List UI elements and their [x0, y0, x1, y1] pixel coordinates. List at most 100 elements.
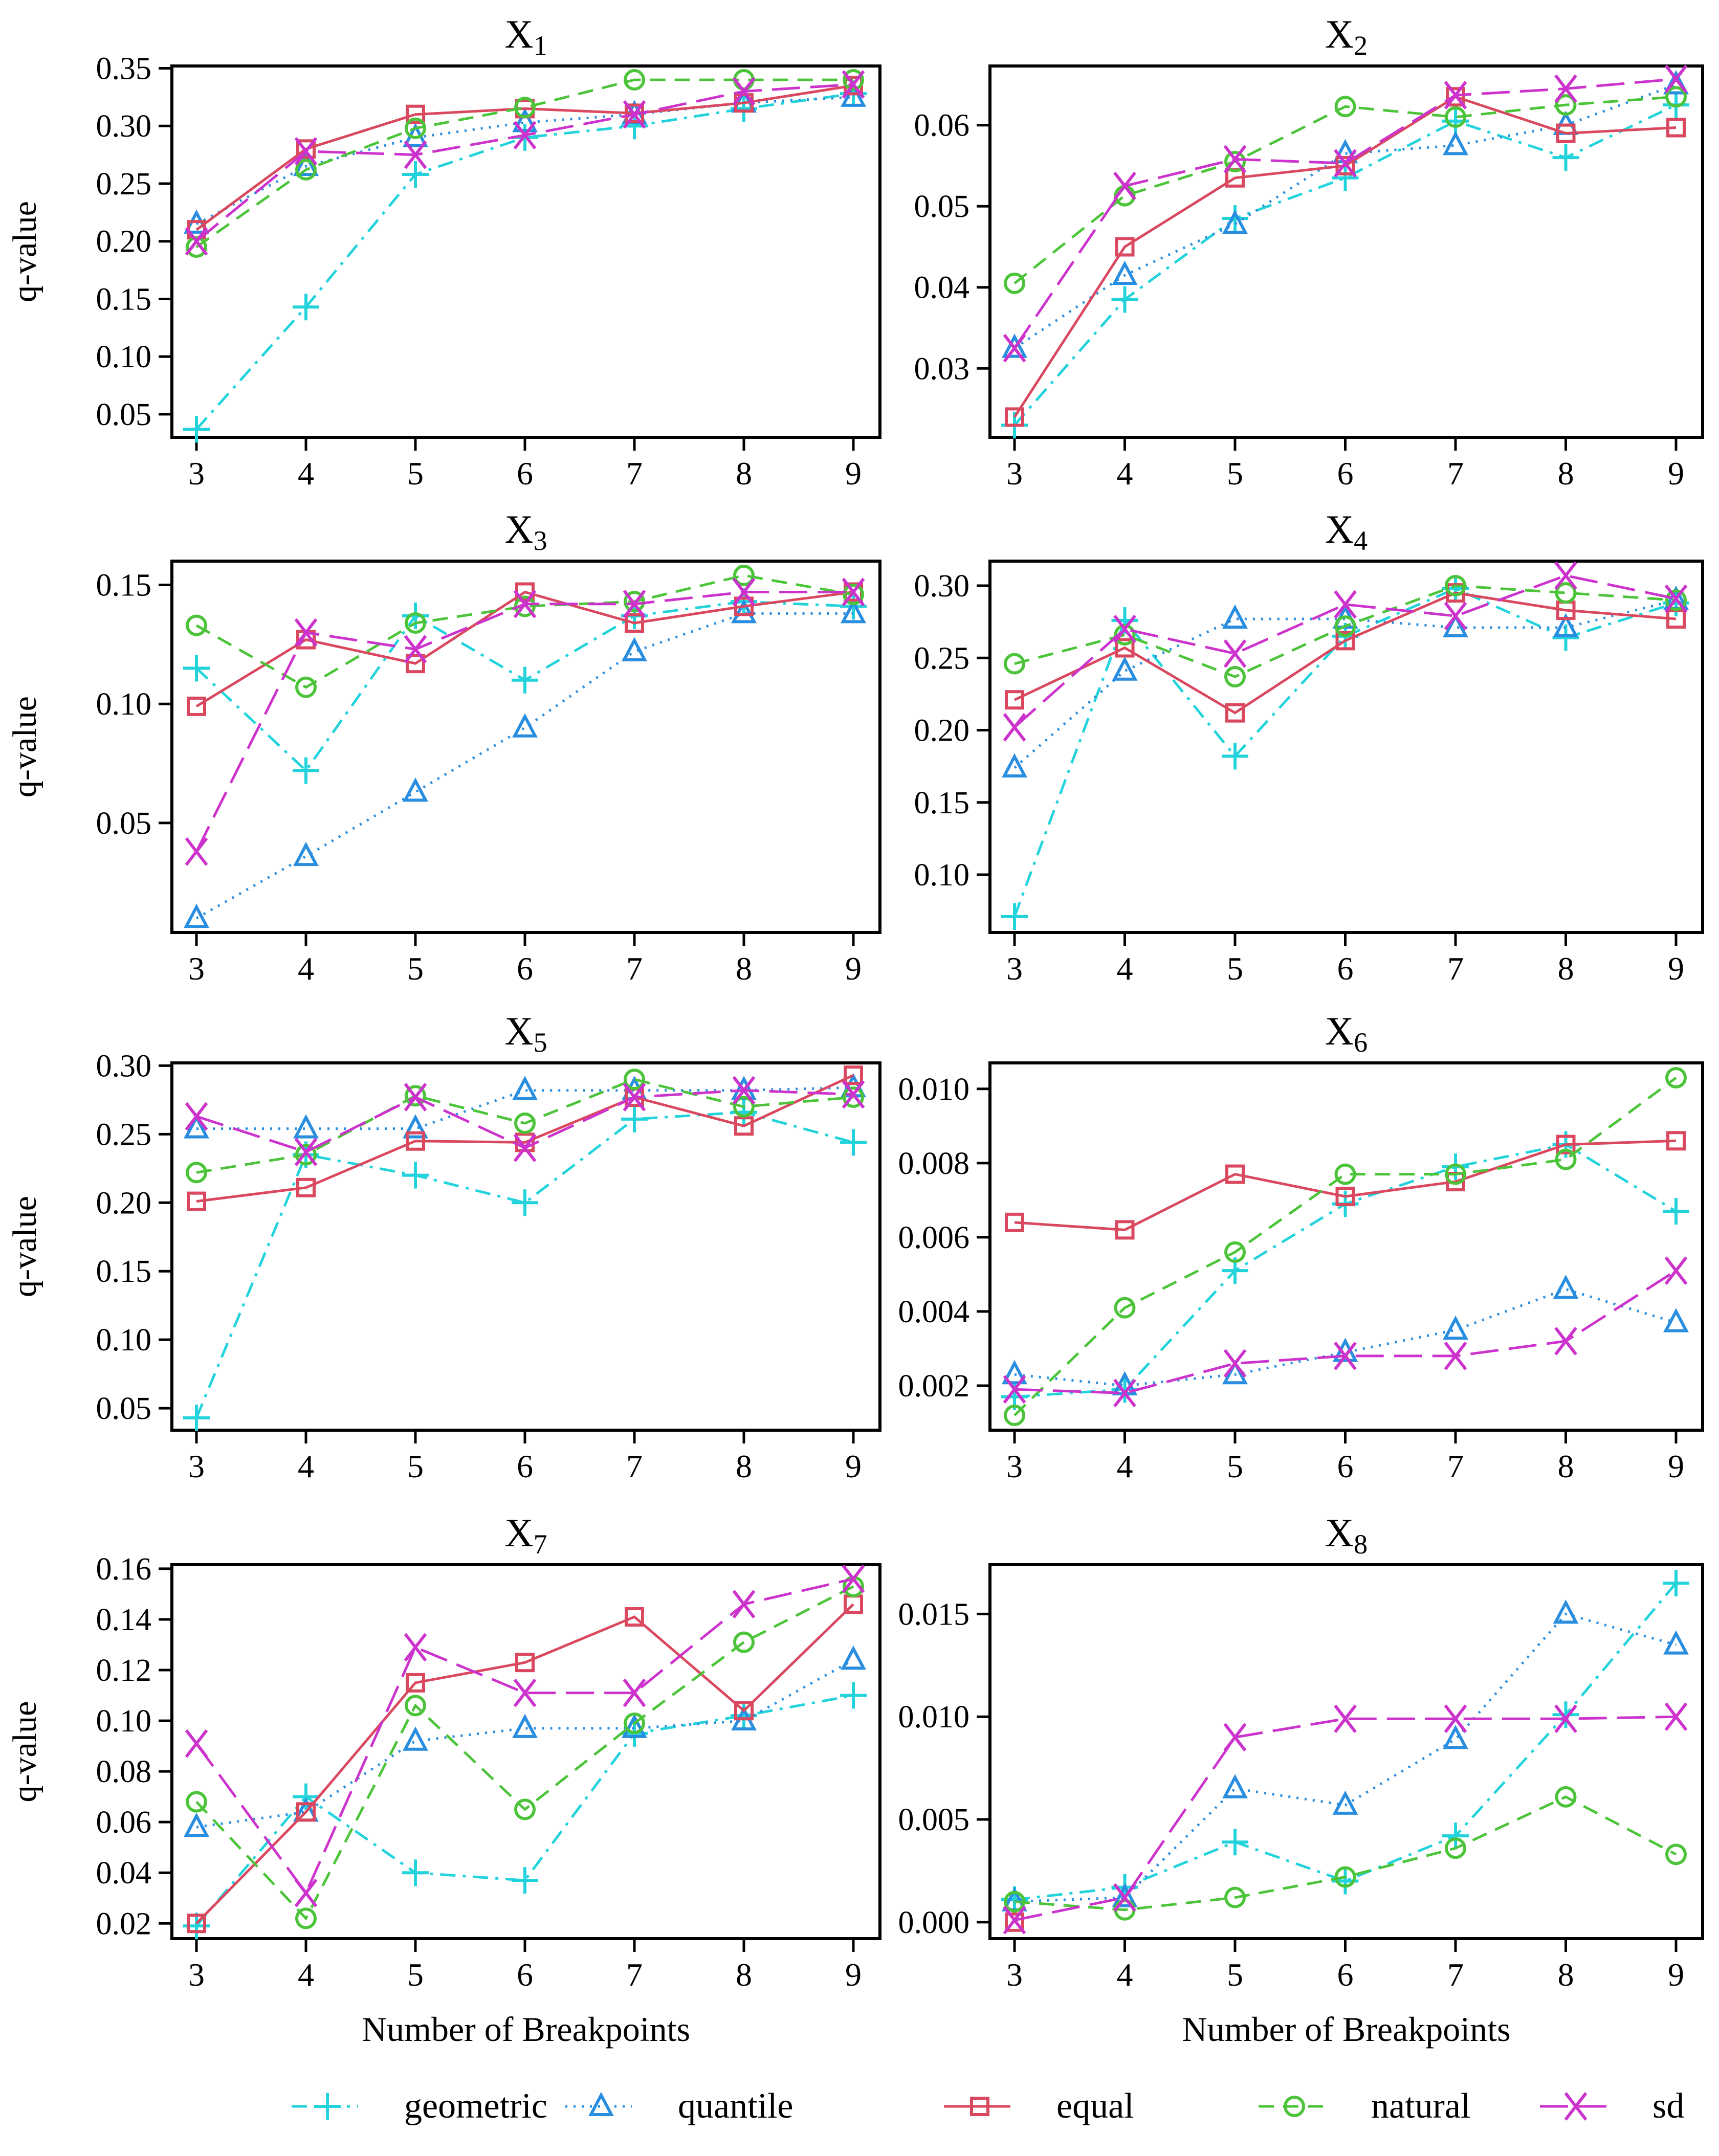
circle-marker — [1555, 94, 1577, 116]
plus-marker — [1442, 1822, 1469, 1850]
circle-marker — [405, 117, 426, 139]
series-geometric — [1001, 1570, 1689, 1913]
y-tick-label: 0.20 — [96, 225, 152, 259]
x-tick-label: 4 — [298, 455, 314, 492]
circle-marker — [514, 97, 536, 119]
series-natural — [186, 1069, 864, 1184]
legend-item-quantile: quantile — [565, 2086, 793, 2126]
series-quantile — [184, 1073, 866, 1139]
x-marker — [1223, 1349, 1247, 1378]
y-tick-label: 0.05 — [914, 189, 970, 224]
x-tick-label: 5 — [1227, 950, 1243, 987]
circle-marker — [186, 1162, 207, 1184]
x-tick-label: 6 — [1337, 1448, 1354, 1484]
y-tick-label: 0.16 — [96, 1552, 152, 1587]
circle-marker — [1004, 1891, 1025, 1913]
x-tick-label: 7 — [626, 950, 643, 987]
series-equal — [187, 1065, 863, 1211]
x-tick-label: 6 — [517, 1957, 533, 1993]
x-tick-label: 3 — [188, 1448, 205, 1484]
x-marker — [294, 1138, 318, 1166]
circle-marker — [1445, 106, 1466, 128]
series-sd — [185, 70, 865, 256]
x-marker — [1664, 1702, 1688, 1731]
x-tick-label: 9 — [845, 1957, 862, 1993]
circle-marker — [514, 595, 536, 617]
y-tick-label: 0.10 — [96, 340, 152, 374]
x-marker — [1664, 1256, 1688, 1285]
triangle-marker — [512, 1714, 538, 1738]
x-tick-label: 8 — [1558, 1448, 1574, 1484]
x-tick-label: 9 — [1668, 950, 1684, 987]
circle-marker — [624, 591, 645, 613]
panel-x1: X1 3 4 5 6 7 8 9 0.05 0.10 0.15 0.20 0.25 0.30 0.35 q-v… — [6, 12, 881, 492]
square-marker — [1666, 1131, 1686, 1151]
x-marker — [1554, 1704, 1577, 1733]
y-axis-label: q-value — [6, 1196, 43, 1297]
x-tick-label: 6 — [1337, 455, 1354, 492]
circle-marker — [1334, 615, 1356, 637]
series-line-natural — [1013, 1076, 1677, 1416]
plus-marker — [1552, 144, 1579, 171]
x-marker — [513, 589, 537, 618]
triangle-marker — [1443, 1315, 1468, 1340]
plus-marker — [621, 1105, 648, 1132]
circle-marker — [295, 159, 317, 181]
x-marker — [513, 121, 537, 150]
triangle-marker — [1112, 260, 1138, 285]
x-marker — [732, 1076, 756, 1105]
legend: geometric quantile equal natural sd — [292, 2086, 1684, 2126]
square-marker — [1005, 1912, 1024, 1932]
y-tick-label: 0.30 — [96, 1049, 152, 1083]
x-marker — [1113, 1883, 1136, 1912]
plus-marker — [840, 1682, 867, 1709]
triangle-marker — [403, 1114, 428, 1139]
plus-marker — [1111, 286, 1138, 313]
x-marker — [1113, 171, 1136, 201]
square-marker — [187, 1914, 206, 1933]
series-line-equal — [195, 1603, 854, 1925]
series-line-sd — [1013, 77, 1677, 349]
x-marker — [1003, 713, 1026, 742]
series-line-natural — [196, 1078, 854, 1174]
x-axis-label: Number of Breakpoints — [362, 2010, 690, 2049]
circle-marker — [514, 1798, 536, 1820]
x-tick-label: 9 — [1668, 1448, 1684, 1484]
series-sd — [1003, 1702, 1688, 1935]
x-tick-label: 9 — [845, 1448, 862, 1484]
x-marker — [623, 589, 646, 618]
circle-marker — [624, 1069, 645, 1091]
plus-marker — [402, 1162, 429, 1189]
x-tick-label: 7 — [1447, 1448, 1464, 1484]
square-marker — [734, 596, 754, 616]
x-marker — [513, 1678, 537, 1707]
x-tick-label: 7 — [626, 1448, 643, 1484]
series-line-sd — [1014, 1269, 1677, 1395]
series-sd — [185, 1076, 865, 1166]
panel-title: X4 — [1325, 507, 1368, 556]
x-tick-label: 3 — [1006, 950, 1023, 987]
y-tick-label: 0.10 — [914, 858, 970, 893]
x-marker — [1113, 614, 1136, 643]
x-marker — [1003, 1375, 1026, 1404]
square-marker — [1005, 690, 1024, 710]
y-tick-label: 0.002 — [898, 1369, 970, 1404]
x-marker — [1113, 1379, 1136, 1408]
series-sd — [1003, 561, 1688, 742]
circle-marker — [295, 676, 317, 698]
triangle-marker — [1222, 1360, 1248, 1385]
square-marker — [406, 1673, 425, 1693]
series-natural — [1004, 86, 1687, 294]
square-marker — [187, 1191, 206, 1211]
x-tick-label: 3 — [1006, 455, 1023, 492]
x-marker — [1223, 145, 1247, 174]
y-tick-label: 0.008 — [898, 1146, 970, 1181]
series-natural — [1004, 1786, 1687, 1921]
x-marker — [404, 140, 427, 169]
x-tick-label: 4 — [1117, 1448, 1133, 1484]
series-geometric — [183, 588, 867, 784]
circle-marker — [1445, 1163, 1466, 1185]
plus-marker — [402, 603, 429, 630]
x-marker — [1444, 602, 1467, 631]
x-tick-label: 4 — [298, 950, 314, 987]
